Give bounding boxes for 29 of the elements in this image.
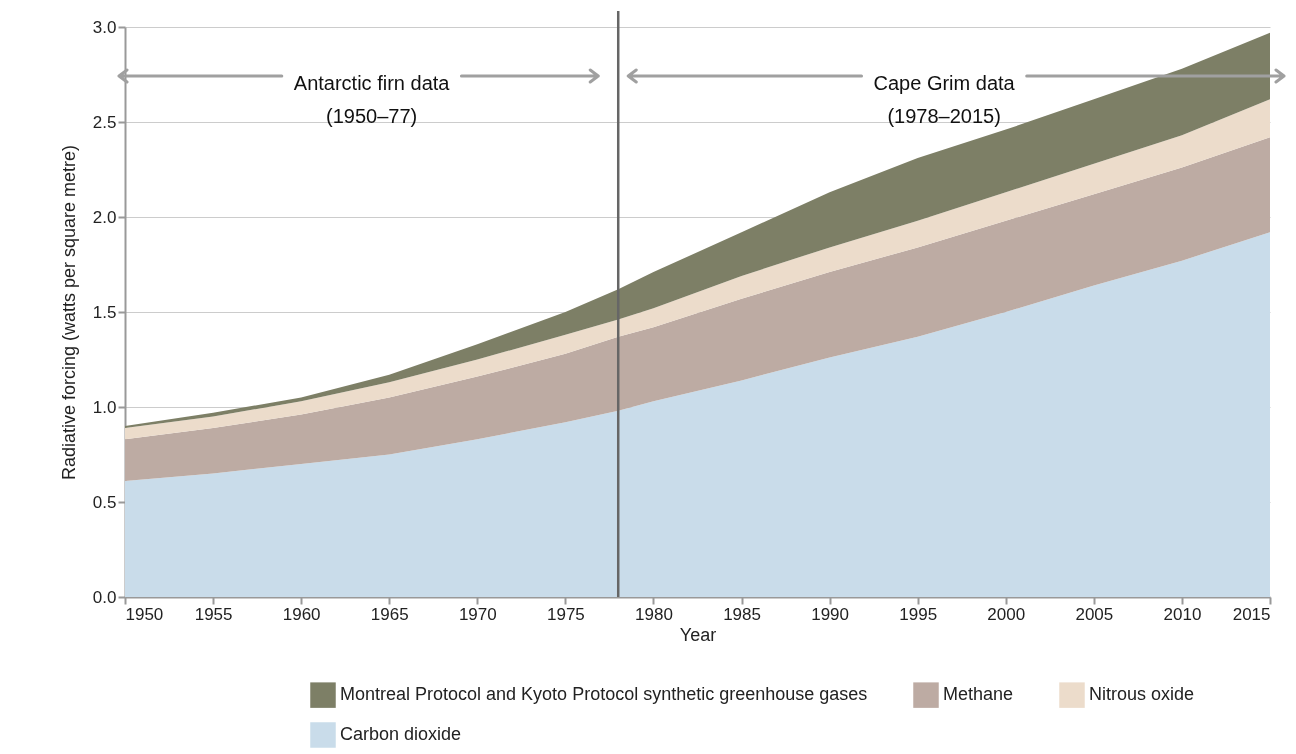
legend-label: Methane — [943, 684, 1014, 705]
x-tick-label: 2010 — [1163, 604, 1202, 624]
y-tick-label: 0.5 — [92, 492, 117, 512]
x-tick-label: 1975 — [546, 604, 585, 624]
annotation: Cape Grim data (1978–2015) — [873, 72, 1016, 127]
x-tick-label: 2000 — [987, 604, 1026, 624]
y-tick-label: 2.0 — [92, 207, 117, 227]
y-tick-label: 2.5 — [92, 112, 117, 132]
x-tick-label: 1965 — [370, 604, 409, 624]
legend-label: Nitrous oxide — [1089, 684, 1195, 705]
x-axis-title: Year — [679, 624, 717, 645]
x-tick-label: 1985 — [723, 604, 761, 624]
x-tick-label: 1995 — [899, 604, 938, 624]
y-tick-label: 0.0 — [92, 587, 117, 607]
x-tick-label: 1960 — [282, 604, 321, 624]
x-tick-label: 1955 — [194, 604, 233, 624]
x-tick-label: 2015 — [1232, 604, 1271, 624]
legend-label: Montreal Protocol and Kyoto Protocol synthetic greenhouse gases — [340, 684, 868, 705]
y-axis-title: Radiative forcing (watts per square metre) — [58, 144, 79, 481]
legend-label: Carbon dioxide — [340, 724, 462, 744]
y-tick-label: 3.0 — [92, 17, 117, 37]
x-tick-label: 1970 — [458, 604, 497, 624]
x-tick-label: 1990 — [811, 604, 850, 624]
x-tick-label: 2005 — [1075, 604, 1114, 624]
annotation: Antarctic firn data (1950–77) — [293, 72, 451, 127]
y-tick-label: 1.5 — [92, 302, 117, 322]
y-tick-label: 1.0 — [92, 397, 117, 417]
x-tick-label: 1980 — [635, 604, 673, 624]
x-tick-label: 1950 — [125, 604, 164, 624]
